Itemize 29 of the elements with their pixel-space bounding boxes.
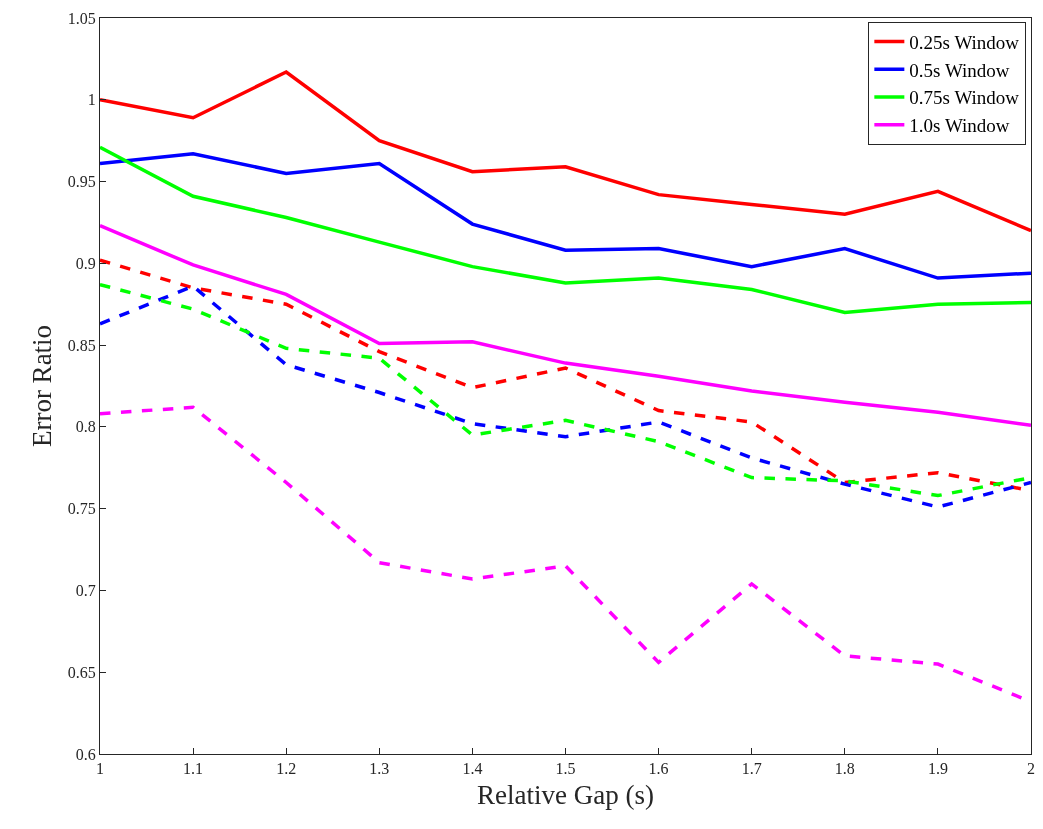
x-tick-label: 1.4 (462, 760, 483, 778)
y-tick-label: 0.85 (67, 336, 96, 354)
x-tick-label: 1.9 (927, 760, 948, 778)
y-tick-label: 0.6 (75, 745, 96, 763)
y-tick-label: 1.05 (67, 9, 96, 27)
y-tick-label: 0.75 (67, 500, 96, 518)
y-tick-label: 1 (87, 91, 96, 109)
x-tick-label: 1.1 (183, 760, 204, 778)
x-tick-label: 2 (1027, 760, 1035, 778)
x-tick-label: 1.2 (276, 760, 297, 778)
y-tick-label: 0.9 (75, 254, 96, 272)
x-tick-label: 1.5 (555, 760, 576, 778)
legend-label: 0.75s Window (909, 87, 1020, 109)
x-tick-label: 1.6 (648, 760, 669, 778)
legend-label: 1.0s Window (909, 115, 1010, 137)
line-series (100, 152, 1031, 280)
x-tick-label: 1.3 (369, 760, 390, 778)
legend-label: 0.5s Window (909, 59, 1010, 81)
x-tick-label: 1.8 (834, 760, 855, 778)
y-tick-label: 0.8 (75, 418, 96, 436)
y-tick-label: 0.65 (67, 663, 96, 681)
line-series (100, 223, 1031, 427)
y-tick-label: 0.95 (67, 173, 96, 191)
y-tick-label: 0.7 (75, 582, 96, 600)
y-axis-title: Error Ratio (26, 324, 57, 448)
legend-label: 0.25s Window (909, 31, 1020, 53)
x-axis-title: Relative Gap (s) (477, 779, 654, 810)
line-series (100, 145, 1031, 315)
x-tick-label: 1.7 (741, 760, 762, 778)
